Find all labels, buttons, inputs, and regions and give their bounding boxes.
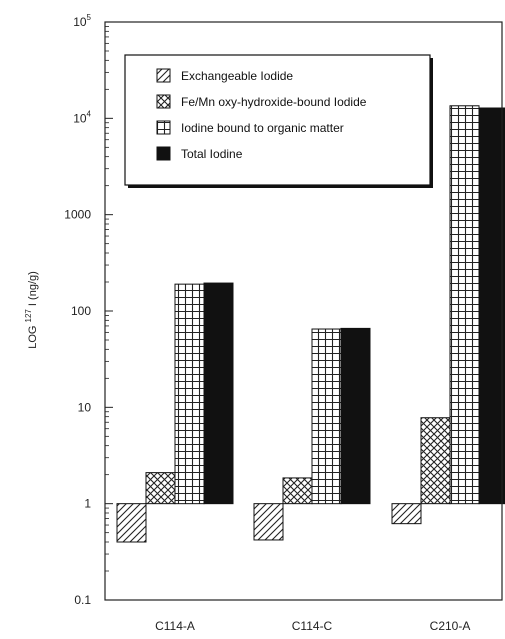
legend: Exchangeable Iodide Fe/Mn oxy-hydroxide-b… — [124, 54, 433, 188]
bar-c114-a-diagonal — [116, 503, 147, 543]
axes: C114-A C114-C C210-A 0.1 1 10 100 1000 104 105 LOG… — [24, 13, 503, 633]
bar-c210-a-grid — [449, 105, 480, 505]
bar-c114-a-crosshatch — [145, 472, 176, 505]
legend-label-crosshatch: Fe/Mn oxy-hydroxide-bound Iodide — [181, 95, 367, 109]
x-tick-label-c114-c: C114-C — [292, 619, 333, 633]
x-tick-label-c114-a: C114-A — [155, 619, 195, 633]
legend-box — [124, 54, 431, 186]
bar-c210-a-solid — [478, 107, 505, 505]
bar-c114-c-grid — [311, 328, 342, 505]
bar-c114-c-crosshatch — [282, 477, 313, 505]
legend-swatch-crosshatch — [156, 94, 171, 109]
plot-area — [116, 105, 505, 543]
legend-label-solid: Total Iodine — [181, 147, 243, 161]
y-tick-label: 105 — [73, 13, 91, 29]
y-axis-label: LOG 127 I (ng/g) — [24, 271, 39, 349]
y-tick-label: 0.1 — [74, 593, 91, 607]
y-tick-label: 10 — [78, 400, 92, 414]
bar-c114-a-solid — [203, 282, 234, 505]
bar-c114-c-solid — [340, 327, 371, 505]
legend-label-grid: Iodine bound to organic matter — [181, 121, 344, 135]
y-tick-label: 100 — [71, 304, 91, 318]
bar-c210-a-diagonal — [391, 503, 422, 525]
bar-c210-a-crosshatch — [420, 417, 451, 505]
y-tick-label: 1000 — [64, 208, 91, 222]
legend-label-diagonal: Exchangeable Iodide — [181, 69, 293, 83]
legend-swatch-grid — [156, 120, 171, 135]
legend-swatch-solid — [156, 146, 171, 161]
legend-swatch-diagonal — [156, 68, 171, 83]
x-tick-label-c210-a: C210-A — [430, 619, 471, 633]
bar-c114-a-grid — [174, 283, 205, 505]
y-tick-label: 1 — [84, 497, 91, 511]
bar-c114-c-diagonal — [253, 503, 284, 541]
y-tick-label: 104 — [73, 109, 91, 125]
